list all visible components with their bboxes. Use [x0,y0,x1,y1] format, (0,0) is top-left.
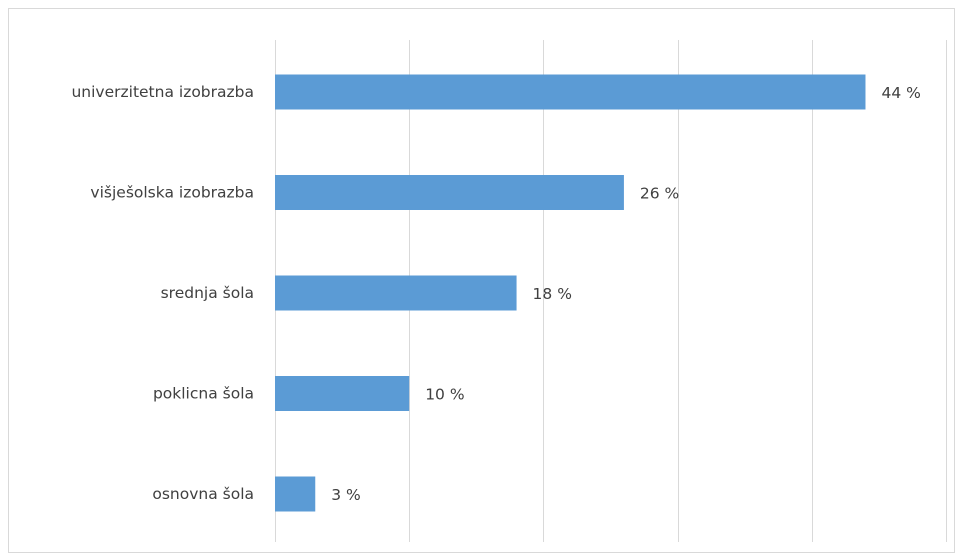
category-label: osnovna šola [152,485,254,503]
category-label: poklicna šola [153,385,254,403]
bar [275,376,410,411]
category-label: univerzitetna izobrazba [71,83,254,101]
category-label: srednja šola [161,284,254,302]
data-label: 26 % [640,185,679,203]
bar [275,175,624,210]
data-label: 44 % [881,84,920,102]
bar [275,476,316,512]
bar [275,275,517,311]
data-label: 18 % [533,285,572,303]
category-labels: univerzitetna izobrazba višješolska izobr… [71,83,254,503]
data-label: 3 % [331,486,361,504]
bars [275,74,866,512]
gridlines [275,40,947,542]
data-label: 10 % [425,386,464,404]
bar [275,74,866,110]
category-label: višješolska izobrazba [90,184,254,202]
data-labels: 44 % 26 % 18 % 10 % 3 % [331,84,921,504]
